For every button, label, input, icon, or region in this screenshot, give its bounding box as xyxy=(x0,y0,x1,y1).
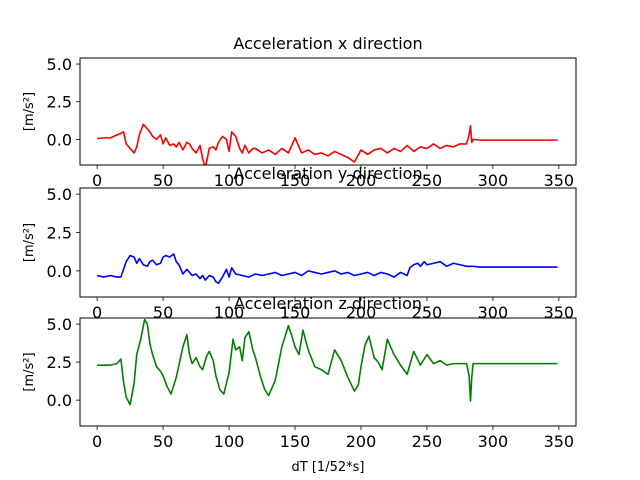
subplot-2: 0 50 100 150 200 250 300 350 0.0 2.5 5.0 Accelerati… xyxy=(22,164,577,322)
x-tick-label: 150 xyxy=(280,432,311,451)
axes-frame xyxy=(79,317,577,427)
y-tick-label: 0.0 xyxy=(47,391,72,410)
x-tick-label: 250 xyxy=(412,432,443,451)
x-tick-label: 200 xyxy=(346,303,377,322)
subplot-3: 0 50 100 150 200 250 300 350 0.0 2.5 5.0 Accelerati… xyxy=(22,294,577,475)
x-tick-label: 200 xyxy=(346,171,377,190)
chart-title: Acceleration x direction xyxy=(233,34,422,53)
subplot-1: 0 50 100 150 200 250 300 350 0.0 2.5 5.0 Accelerati… xyxy=(22,34,577,190)
x-axis-label: dT [1/52*s] xyxy=(292,460,365,475)
axes-frame xyxy=(79,57,577,166)
x-tick-label: 350 xyxy=(544,303,575,322)
y-axis-label: [m/s²] xyxy=(22,352,37,391)
x-tick-label: 300 xyxy=(478,303,509,322)
x-tick-label: 150 xyxy=(280,171,311,190)
x-tick-label: 350 xyxy=(544,432,575,451)
y-tick-label: 2.5 xyxy=(47,224,72,243)
y-tick-label: 2.5 xyxy=(47,353,72,372)
x-tick-label: 250 xyxy=(412,171,443,190)
y-tick-label: 5.0 xyxy=(47,185,72,204)
x-tick-label: 200 xyxy=(346,432,377,451)
x-tick-label: 50 xyxy=(153,432,173,451)
series-line xyxy=(96,253,558,284)
x-tick-label: 150 xyxy=(280,303,311,322)
x-tick-label: 250 xyxy=(412,303,443,322)
y-tick-label: 2.5 xyxy=(47,93,72,112)
x-tick-label: 350 xyxy=(544,171,575,190)
y-tick-label: 5.0 xyxy=(47,55,72,74)
y-axis-label: [m/s²] xyxy=(22,92,37,131)
chart-title: Acceleration z direction xyxy=(234,294,422,313)
x-tick-label: 50 xyxy=(153,303,173,322)
x-tick-label: 0 xyxy=(92,171,102,190)
series-line xyxy=(97,318,558,406)
y-tick-label: 5.0 xyxy=(47,315,72,334)
y-axis-label: [m/s²] xyxy=(22,223,37,262)
x-tick-label: 50 xyxy=(153,171,173,190)
x-tick-label: 300 xyxy=(478,171,509,190)
x-tick-label: 100 xyxy=(214,432,245,451)
chart-title: Acceleration y direction xyxy=(233,164,422,183)
series-line xyxy=(97,123,558,165)
x-tick-label: 0 xyxy=(92,303,102,322)
x-tick-label: 100 xyxy=(214,171,245,190)
y-tick-label: 0.0 xyxy=(47,130,72,149)
x-tick-label: 100 xyxy=(214,303,245,322)
x-tick-label: 300 xyxy=(478,432,509,451)
y-tick-label: 0.0 xyxy=(47,262,72,281)
x-tick-label: 0 xyxy=(92,432,102,451)
axes-frame xyxy=(79,187,577,298)
